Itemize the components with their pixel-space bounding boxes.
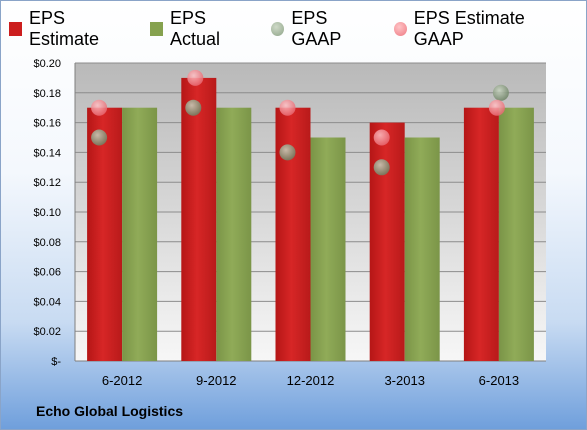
marker-eps-gaap [373,159,390,176]
legend-label-eps-estimate: EPS Estimate [28,8,100,49]
legend-label-eps-gaap: EPS GAAP [291,8,342,49]
legend-swatch-eps-estimate [9,22,22,36]
y-tick-label: $0.08 [33,237,61,249]
legend-item-eps-estimate: EPS Estimate [9,8,132,50]
y-tick-label: $0.20 [33,58,61,70]
bar-eps-estimate [463,107,499,361]
x-tick-label: 12-2012 [287,373,335,388]
marker-eps-gaap [185,99,202,116]
y-tick-label: $0.04 [33,296,61,308]
bar-eps-estimate [181,77,217,362]
bar-eps-actual [310,137,346,361]
bar-eps-estimate [275,107,311,361]
marker-eps-estimate-gaap [488,99,505,116]
legend-swatch-eps-actual [149,22,163,36]
y-tick-label: $0.18 [33,88,61,100]
x-tick-label: 9-2012 [196,373,236,388]
y-tick-label: $- [51,356,61,368]
bar-eps-actual [122,107,158,361]
bar-eps-actual [216,107,252,361]
company-name: Echo Global Logistics [36,403,184,419]
x-tick-label: 6-2013 [479,373,519,388]
marker-eps-gaap [279,144,296,161]
marker-eps-gaap [492,84,509,101]
legend-marker-eps-gaap [271,22,285,36]
legend-item-eps-estimate-gaap: EPS Estimate GAAP [393,8,568,50]
legend-label-eps-actual: EPS Actual [169,8,220,49]
marker-eps-gaap [91,129,108,146]
legend-label-eps-estimate-gaap: EPS Estimate GAAP [413,8,525,49]
bar-eps-actual [404,137,440,361]
x-tick-label: 3-2013 [384,373,424,388]
y-tick-label: $0.16 [33,118,61,130]
y-tick-label: $0.06 [33,267,61,279]
legend-marker-eps-estimate-gaap [393,22,407,36]
x-tick-label: 6-2012 [102,373,142,388]
marker-eps-estimate-gaap [373,129,390,146]
bar-eps-actual [498,107,534,361]
legend-item-eps-gaap: EPS GAAP [271,8,375,50]
y-tick-label: $0.02 [33,326,61,338]
marker-eps-estimate-gaap [91,99,108,116]
bar-eps-estimate [369,122,405,361]
y-tick-label: $0.14 [33,147,61,159]
y-tick-label: $0.12 [33,177,61,189]
legend-item-eps-actual: EPS Actual [149,8,253,50]
marker-eps-estimate-gaap [187,69,204,86]
marker-eps-estimate-gaap [279,99,296,116]
y-tick-label: $0.10 [33,207,61,219]
chart-legend: EPS Estimate EPS Actual EPS GAAP EPS Est… [9,8,586,49]
bar-eps-estimate [87,107,123,361]
